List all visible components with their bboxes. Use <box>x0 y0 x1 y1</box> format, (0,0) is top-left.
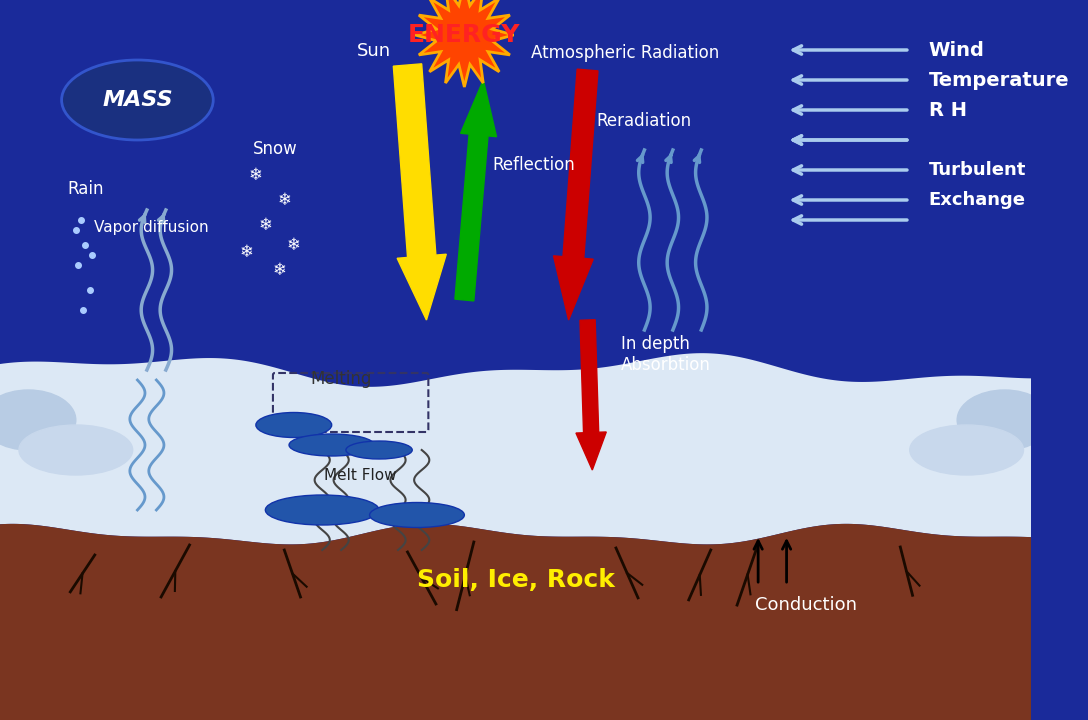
Text: Wind: Wind <box>929 40 985 60</box>
Ellipse shape <box>289 434 374 456</box>
Ellipse shape <box>346 441 412 459</box>
Polygon shape <box>576 320 606 470</box>
Ellipse shape <box>0 390 76 450</box>
Ellipse shape <box>265 495 379 525</box>
Text: MASS: MASS <box>102 90 173 110</box>
Polygon shape <box>394 64 446 320</box>
Text: Vapor diffusion: Vapor diffusion <box>95 220 209 235</box>
Text: Conduction: Conduction <box>754 596 856 614</box>
Ellipse shape <box>957 390 1052 450</box>
Polygon shape <box>0 354 1031 544</box>
Text: ❄: ❄ <box>273 261 286 279</box>
Text: Rain: Rain <box>67 180 103 198</box>
Text: Sun: Sun <box>357 42 392 60</box>
Text: Exchange: Exchange <box>929 191 1026 209</box>
Bar <box>0 0 1031 350</box>
Text: In depth
Absorbtion: In depth Absorbtion <box>621 335 710 374</box>
Text: Turbulent: Turbulent <box>929 161 1026 179</box>
Text: Snow: Snow <box>252 140 297 158</box>
Text: Temperature: Temperature <box>929 71 1070 89</box>
Ellipse shape <box>62 60 213 140</box>
Polygon shape <box>0 524 1031 720</box>
Text: R H: R H <box>929 101 967 120</box>
Text: ❄: ❄ <box>259 216 272 234</box>
Text: ENERGY: ENERGY <box>408 23 521 47</box>
Text: Melting: Melting <box>310 370 372 388</box>
Ellipse shape <box>910 425 1024 475</box>
Text: ❄: ❄ <box>287 236 300 254</box>
Polygon shape <box>554 69 598 320</box>
Text: Reflection: Reflection <box>493 156 576 174</box>
Ellipse shape <box>370 503 465 528</box>
Text: Melt Flow: Melt Flow <box>324 467 396 482</box>
Ellipse shape <box>256 413 332 438</box>
Polygon shape <box>416 0 514 87</box>
Ellipse shape <box>18 425 133 475</box>
Polygon shape <box>455 80 496 301</box>
Text: ❄: ❄ <box>249 166 263 184</box>
Text: Atmospheric Radiation: Atmospheric Radiation <box>531 44 719 62</box>
Text: Soil, Ice, Rock: Soil, Ice, Rock <box>417 568 615 592</box>
Text: ❄: ❄ <box>239 243 254 261</box>
Text: Reradiation: Reradiation <box>597 112 692 130</box>
Text: ❄: ❄ <box>277 191 292 209</box>
